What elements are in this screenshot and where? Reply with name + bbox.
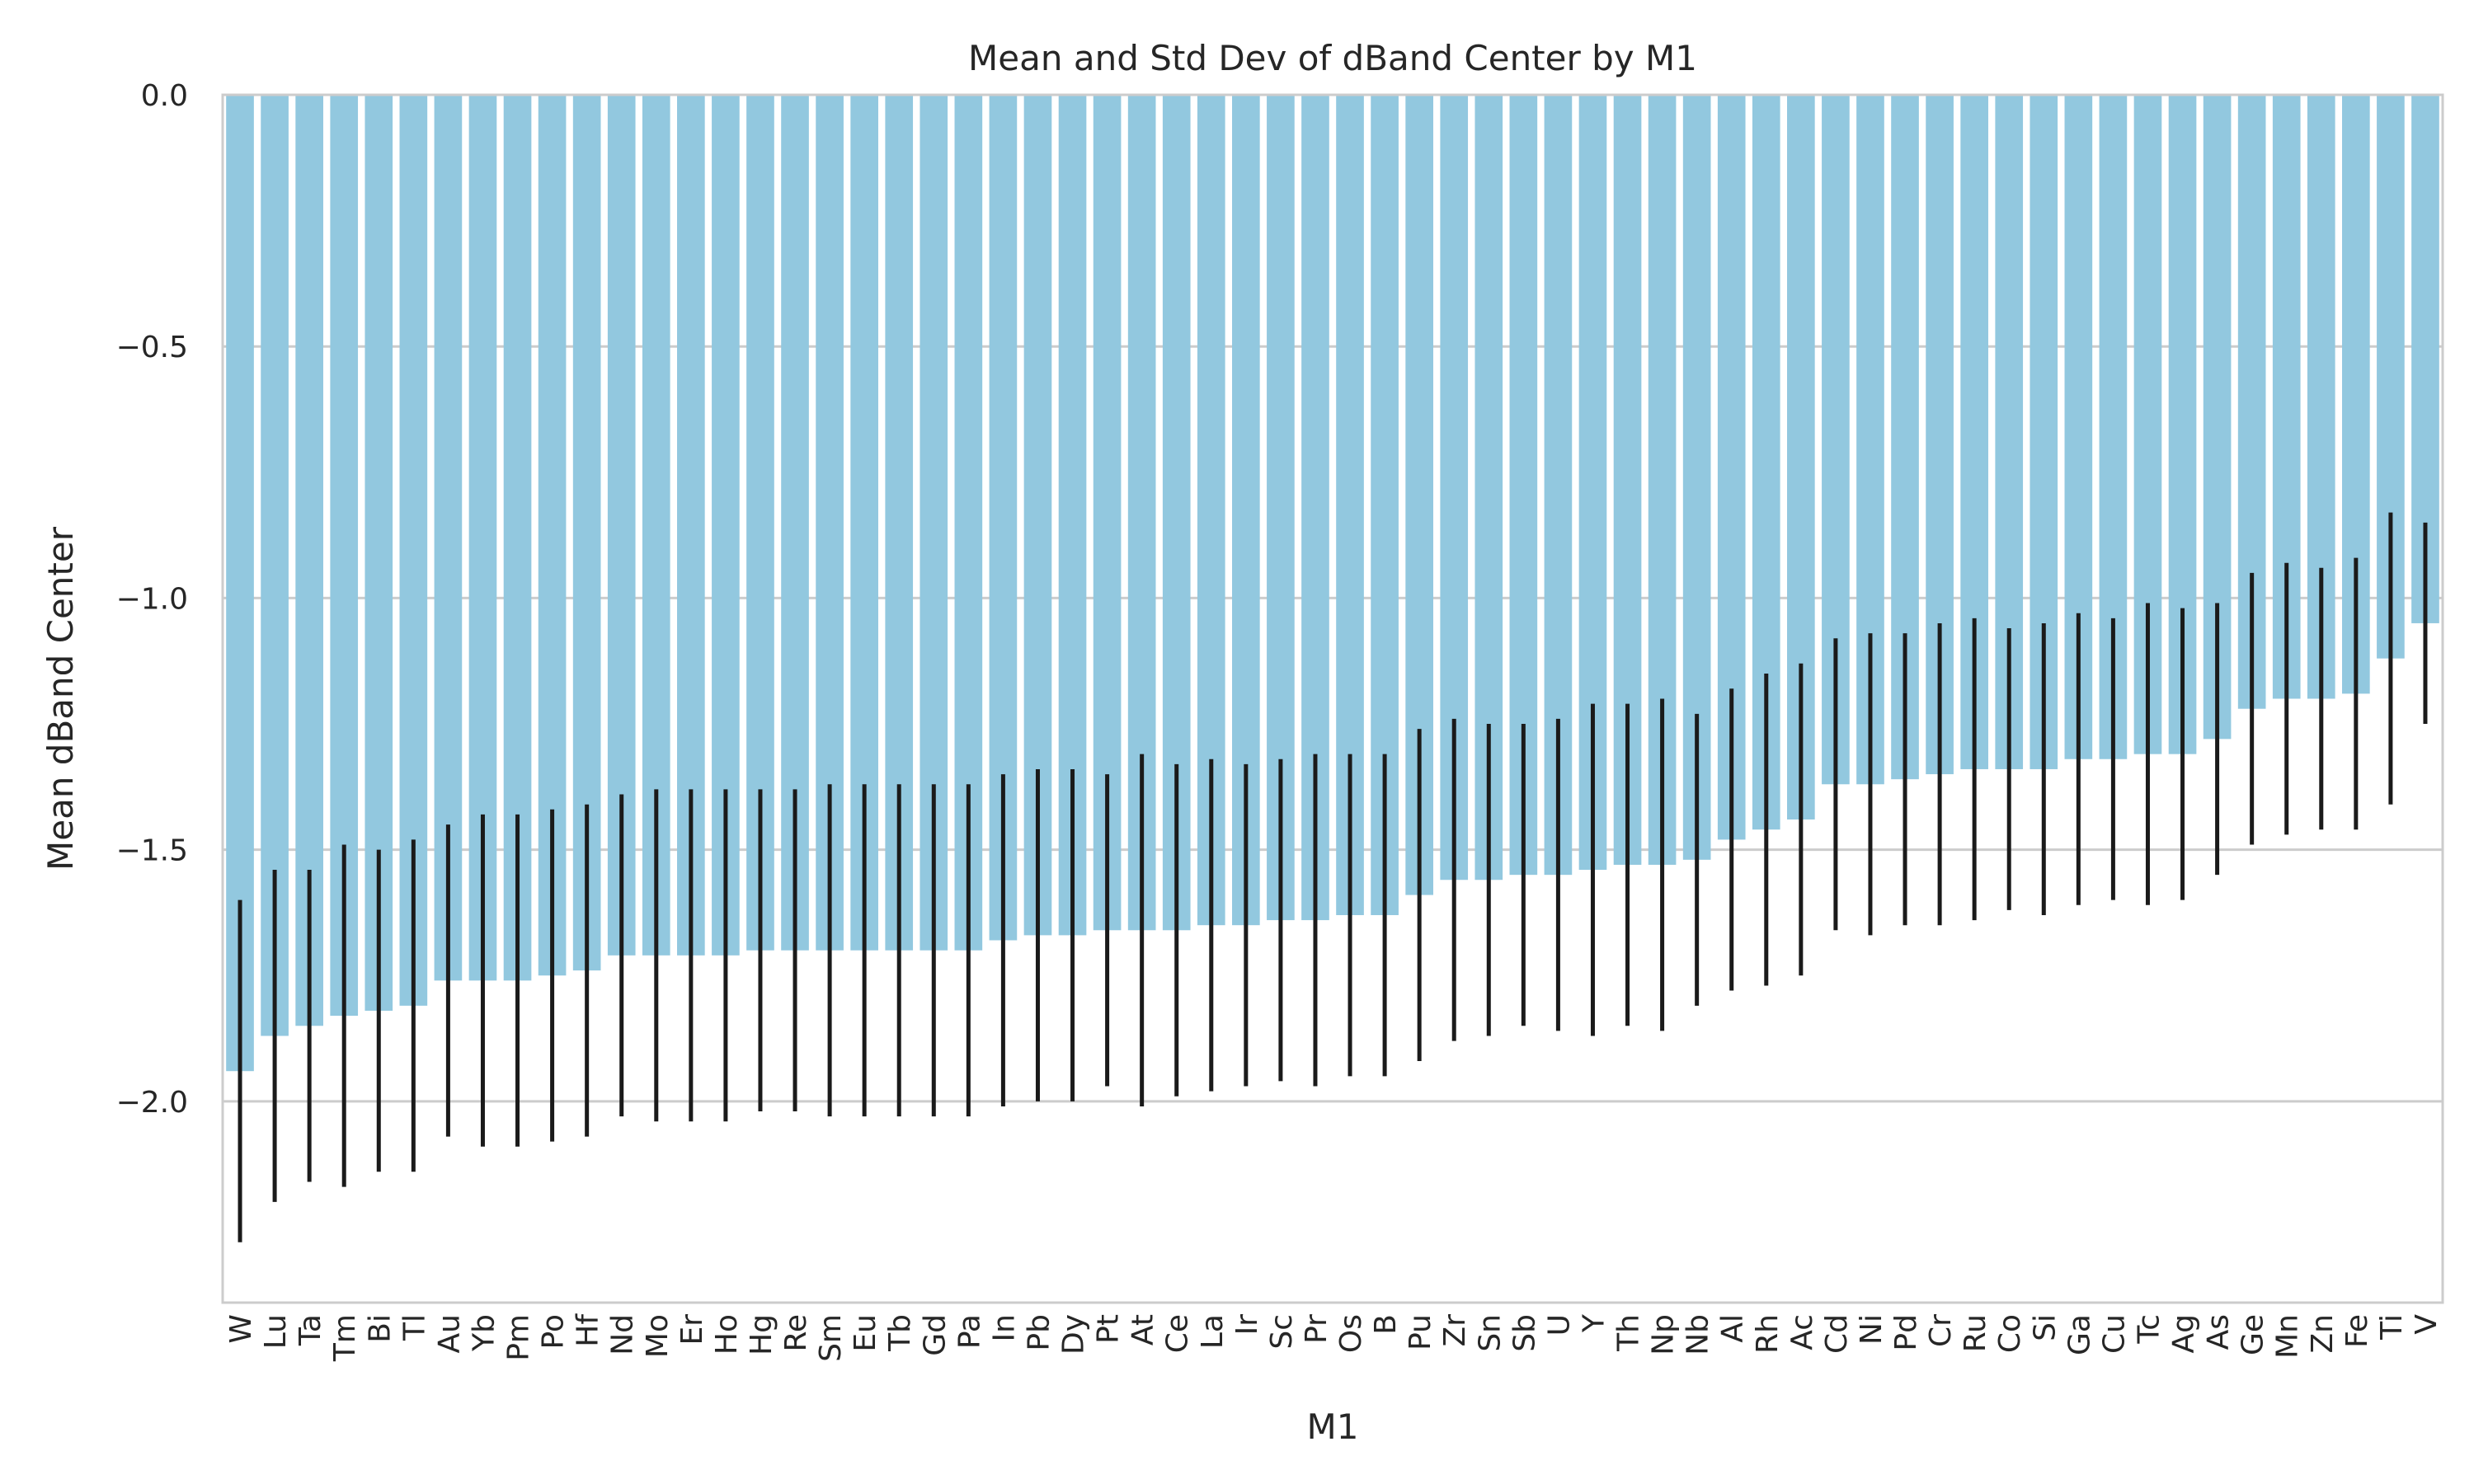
x-tick-label-rh: Rh <box>1751 1314 1785 1354</box>
x-tick-label-hg: Hg <box>745 1314 778 1355</box>
x-tick-label-ag: Ag <box>2167 1314 2201 1353</box>
x-tick-label-v: V <box>2410 1314 2443 1335</box>
x-tick-label-si: Si <box>2028 1314 2062 1341</box>
x-tick-label-hf: Hf <box>571 1313 605 1347</box>
x-tick-label-gd: Gd <box>918 1314 952 1356</box>
x-tick-label-nd: Nd <box>606 1314 640 1355</box>
x-tick-label-au: Au <box>432 1314 466 1353</box>
x-tick-label-ni: Ni <box>1855 1314 1888 1345</box>
x-tick-label-yb: Yb <box>467 1314 501 1352</box>
x-tick-label-np: Np <box>1647 1314 1681 1355</box>
x-tick-label-as: As <box>2202 1314 2236 1350</box>
x-tick-label-ge: Ge <box>2236 1314 2270 1355</box>
x-tick-label-pt: Pt <box>1092 1314 1126 1344</box>
x-tick-label-pd: Pd <box>1889 1314 1923 1351</box>
x-tick-label-bi: Bi <box>363 1314 397 1343</box>
x-tick-label-tb: Tb <box>883 1314 917 1352</box>
x-tick-label-at: At <box>1126 1314 1160 1345</box>
x-tick-label-tl: Tl <box>397 1314 431 1341</box>
x-tick-label-w: W <box>224 1314 258 1344</box>
x-tick-label-mo: Mo <box>641 1314 675 1358</box>
x-tick-label-pb: Pb <box>1022 1314 1056 1351</box>
x-tick-label-b: B <box>1369 1314 1403 1335</box>
x-tick-label-po: Po <box>537 1314 571 1349</box>
error-bars-layer <box>238 512 2428 1242</box>
x-tick-label-eu: Eu <box>849 1314 882 1352</box>
x-tick-label-ta: Ta <box>294 1314 327 1346</box>
x-tick-label-pu: Pu <box>1404 1314 1437 1350</box>
y-tick-label: −2.0 <box>116 1086 188 1120</box>
x-axis-label: M1 <box>1307 1407 1359 1447</box>
x-tick-label-ho: Ho <box>710 1314 744 1355</box>
chart-title: Mean and Std Dev of dBand Center by M1 <box>968 38 1697 78</box>
x-tick-label-er: Er <box>675 1314 709 1345</box>
x-tick-label-ir: Ir <box>1230 1314 1264 1336</box>
x-tick-label-tm: Tm <box>328 1314 362 1362</box>
x-tick-label-al: Al <box>1716 1314 1750 1343</box>
y-tick-label: −0.5 <box>116 331 188 364</box>
x-tick-label-sm: Sm <box>814 1314 848 1362</box>
x-tick-label-ce: Ce <box>1161 1314 1195 1353</box>
x-tick-label-in: In <box>987 1314 1021 1341</box>
x-tick-label-lu: Lu <box>259 1314 293 1349</box>
x-tick-label-co: Co <box>1993 1314 2027 1353</box>
x-tick-label-pr: Pr <box>1300 1314 1333 1344</box>
x-tick-label-nb: Nb <box>1681 1314 1715 1355</box>
x-tick-label-cr: Cr <box>1924 1314 1958 1347</box>
y-axis-label: Mean dBand Center <box>40 526 81 871</box>
x-tick-label-y: Y <box>1577 1313 1611 1333</box>
y-tick-labels: 0.0 −0.5 −1.0 −1.5 −2.0 <box>116 79 188 1120</box>
x-tick-label-u: U <box>1542 1314 1576 1336</box>
x-tick-label-sn: Sn <box>1473 1314 1507 1352</box>
x-tick-label-pm: Pm <box>502 1314 536 1361</box>
x-tick-label-mn: Mn <box>2271 1314 2305 1359</box>
y-tick-label: −1.5 <box>116 834 188 868</box>
x-tick-label-zr: Zr <box>1438 1314 1472 1347</box>
x-tick-label-sc: Sc <box>1265 1314 1299 1350</box>
x-tick-label-ti: Ti <box>2375 1314 2409 1341</box>
x-tick-label-os: Os <box>1334 1314 1368 1353</box>
x-tick-label-cd: Cd <box>1820 1314 1854 1354</box>
x-tick-label-zn: Zn <box>2306 1314 2340 1353</box>
x-tick-label-ru: Ru <box>1959 1314 1992 1352</box>
x-tick-label-ga: Ga <box>2062 1314 2096 1355</box>
x-tick-label-ac: Ac <box>1785 1314 1819 1350</box>
x-tick-label-dy: Dy <box>1057 1314 1091 1355</box>
x-tick-label-fe: Fe <box>2340 1314 2374 1348</box>
x-tick-label-re: Re <box>779 1314 813 1352</box>
x-tick-labels: W Lu Ta Tm Bi Tl Au Yb Pm Po Hf Nd Mo Er Ho Hg Re Sm Eu Tb G… <box>224 1313 2443 1362</box>
plot-frame <box>221 93 2444 1304</box>
x-tick-label-tc: Tc <box>2132 1314 2166 1345</box>
y-tick-label: −1.0 <box>116 582 188 616</box>
x-tick-label-sb: Sb <box>1507 1314 1541 1352</box>
x-tick-label-pa: Pa <box>952 1314 986 1349</box>
x-tick-label-cu: Cu <box>2097 1314 2131 1354</box>
x-tick-label-la: La <box>1196 1314 1230 1349</box>
y-tick-label: 0.0 <box>141 79 188 113</box>
x-tick-label-th: Th <box>1612 1314 1646 1352</box>
